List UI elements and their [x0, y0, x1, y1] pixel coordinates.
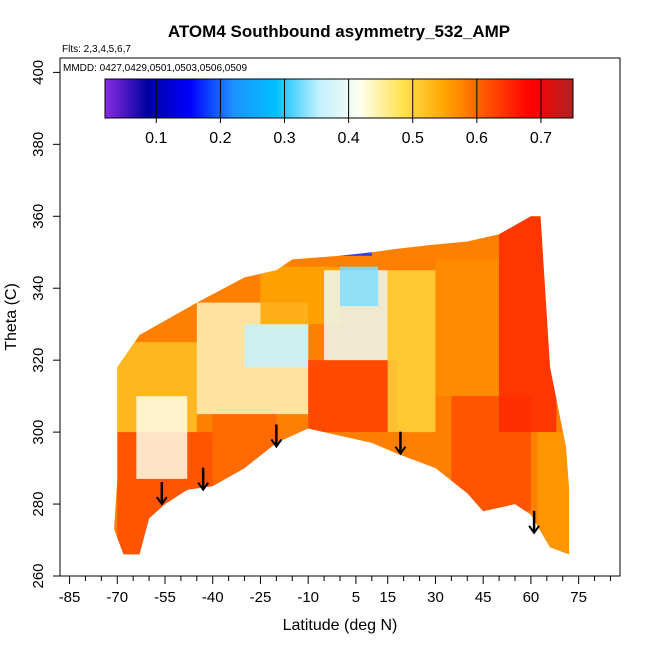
flights-note: Flts: 2,3,4,5,6,7: [62, 44, 131, 55]
colorbar-tick-label: 0.6: [466, 130, 488, 147]
region-band: [308, 360, 398, 433]
heatmap-region: [114, 216, 570, 555]
arrow-markers: [156, 424, 540, 535]
region-band: [537, 432, 570, 555]
y-tick-label: 340: [30, 276, 47, 301]
y-axis-label: Theta (C): [3, 283, 20, 351]
arrow-head: [197, 482, 209, 492]
x-tick-label: 60: [523, 589, 540, 606]
y-tick-label: 260: [30, 563, 47, 588]
y-tick-label: 300: [30, 420, 47, 445]
colorbar-tick-label: 0.4: [337, 130, 359, 147]
x-tick-label: 30: [427, 589, 444, 606]
x-axis: -85 -70 -55 -40 -25 -10 5 15 30 45 60 75: [59, 576, 611, 606]
x-tick-label: 75: [570, 589, 587, 606]
region-band: [435, 259, 500, 397]
dates-note: MMDD: 0427,0429,0501,0503,0506,0509: [63, 63, 247, 74]
region-band: [340, 266, 379, 307]
arrow-head: [528, 525, 540, 535]
y-axis: 260 280 300 320 340 360 380 400: [30, 60, 60, 589]
x-tick-label: 5: [352, 589, 360, 606]
x-tick-label: 15: [379, 589, 396, 606]
colorbar-tick-label: 0.2: [209, 130, 231, 147]
x-axis-label: Latitude (deg N): [283, 617, 398, 634]
y-tick-label: 400: [30, 60, 47, 85]
colorbar-tick-label: 0.5: [402, 130, 424, 147]
region-band: [387, 270, 436, 433]
colorbar-gradient: [104, 78, 574, 119]
arrow-head: [394, 446, 407, 456]
colorbar-tick-label: 0.1: [145, 130, 167, 147]
x-tick-label: 45: [475, 589, 492, 606]
x-tick-label: -40: [202, 589, 224, 606]
x-tick-label: -70: [106, 589, 128, 606]
x-tick-label: -10: [297, 589, 319, 606]
region-band: [136, 396, 188, 479]
arrow-head: [270, 438, 283, 449]
colorbar-tick-label: 0.7: [530, 130, 552, 147]
colorbar: 0.1 0.2 0.3 0.4 0.5 0.6 0.7: [104, 78, 574, 147]
region-band: [244, 324, 309, 368]
y-tick-label: 320: [30, 348, 47, 373]
x-tick-label: -85: [59, 589, 81, 606]
y-tick-label: 380: [30, 132, 47, 157]
y-tick-label: 360: [30, 204, 47, 229]
region-bands: [117, 216, 570, 555]
colorbar-tick-label: 0.3: [273, 130, 295, 147]
arrow-head: [156, 496, 168, 506]
y-tick-label: 280: [30, 492, 47, 517]
chart-title: ATOM4 Southbound asymmetry_532_AMP: [168, 22, 510, 41]
x-tick-label: -25: [250, 589, 272, 606]
x-tick-label: -55: [154, 589, 176, 606]
